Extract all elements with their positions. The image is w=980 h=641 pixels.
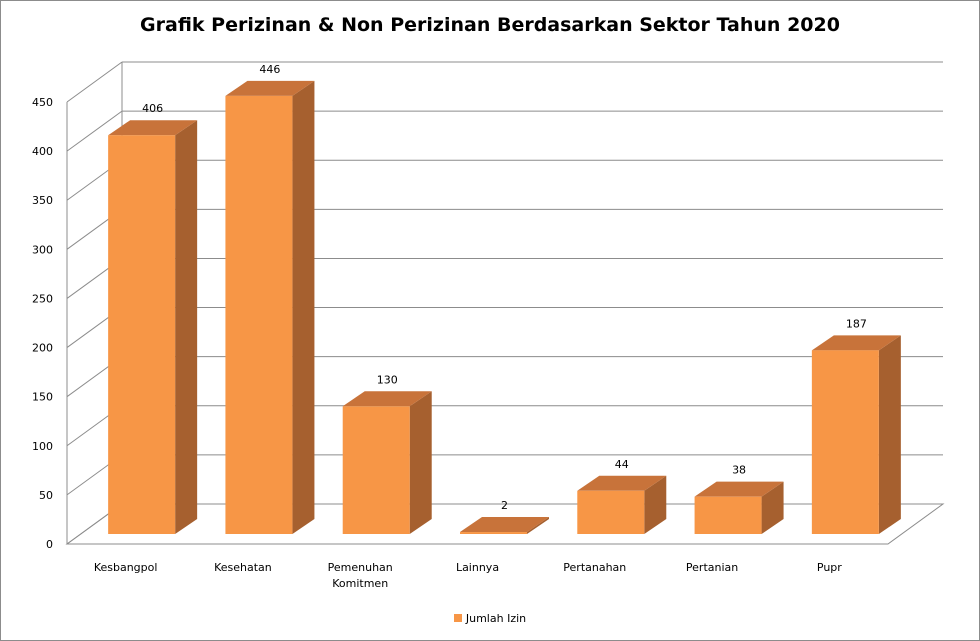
floor bbox=[65, 503, 945, 545]
bar-top bbox=[342, 391, 432, 407]
data-label: 44 bbox=[615, 458, 629, 471]
x-tick-label: Lainnya bbox=[456, 561, 499, 574]
bar bbox=[108, 135, 176, 534]
bar-side bbox=[644, 475, 667, 534]
bar-top bbox=[811, 335, 901, 351]
bar-side bbox=[175, 120, 198, 535]
x-tick-label: Pupr bbox=[817, 561, 842, 574]
y-tick-label: 200 bbox=[32, 342, 53, 355]
legend: Jumlah Izin bbox=[0, 612, 980, 625]
bar-side bbox=[409, 391, 432, 534]
y-tick-label: 300 bbox=[32, 243, 53, 256]
legend-label: Jumlah Izin bbox=[465, 612, 527, 625]
data-label: 446 bbox=[259, 63, 280, 76]
y-tick-label: 150 bbox=[32, 391, 53, 404]
x-tick-label: Pertanahan bbox=[563, 561, 626, 574]
y-tick-label: 100 bbox=[32, 440, 53, 453]
y-tick-label: 350 bbox=[32, 194, 53, 207]
y-tick-label: 250 bbox=[32, 292, 53, 305]
gridline-side bbox=[66, 61, 123, 103]
data-label: 406 bbox=[142, 102, 163, 115]
chart-title: Grafik Perizinan & Non Perizinan Berdasa… bbox=[140, 14, 840, 36]
data-label: 2 bbox=[501, 499, 508, 512]
bar bbox=[342, 406, 410, 534]
bar-side bbox=[292, 80, 315, 534]
bar-side bbox=[527, 517, 549, 534]
data-label: 38 bbox=[732, 464, 746, 477]
x-tick-label: Kesehatan bbox=[214, 561, 272, 574]
bar bbox=[460, 532, 527, 534]
bar bbox=[577, 490, 645, 534]
gridline-side bbox=[66, 110, 123, 152]
legend-swatch bbox=[453, 614, 462, 622]
bar-side bbox=[878, 335, 901, 534]
y-tick-label: 400 bbox=[32, 145, 53, 158]
x-tick-label: Pemenuhan bbox=[328, 561, 393, 574]
bar bbox=[811, 350, 879, 534]
x-tick-label: Kesbangpol bbox=[94, 561, 158, 574]
bar-side bbox=[761, 481, 784, 534]
x-tick-label: Komitmen bbox=[332, 577, 388, 590]
y-tick-label: 0 bbox=[46, 538, 53, 551]
bar-top bbox=[108, 120, 198, 136]
bar-top bbox=[694, 481, 784, 497]
bar-top bbox=[460, 517, 549, 533]
x-tick-label: Pertanian bbox=[686, 561, 738, 574]
bar bbox=[225, 95, 293, 534]
bar bbox=[694, 496, 762, 534]
y-tick-label: 450 bbox=[32, 96, 53, 109]
data-label: 130 bbox=[377, 373, 398, 386]
bar-top bbox=[577, 475, 667, 491]
bar-top bbox=[225, 80, 315, 96]
y-tick-label: 50 bbox=[39, 489, 53, 502]
data-label: 187 bbox=[846, 317, 867, 330]
